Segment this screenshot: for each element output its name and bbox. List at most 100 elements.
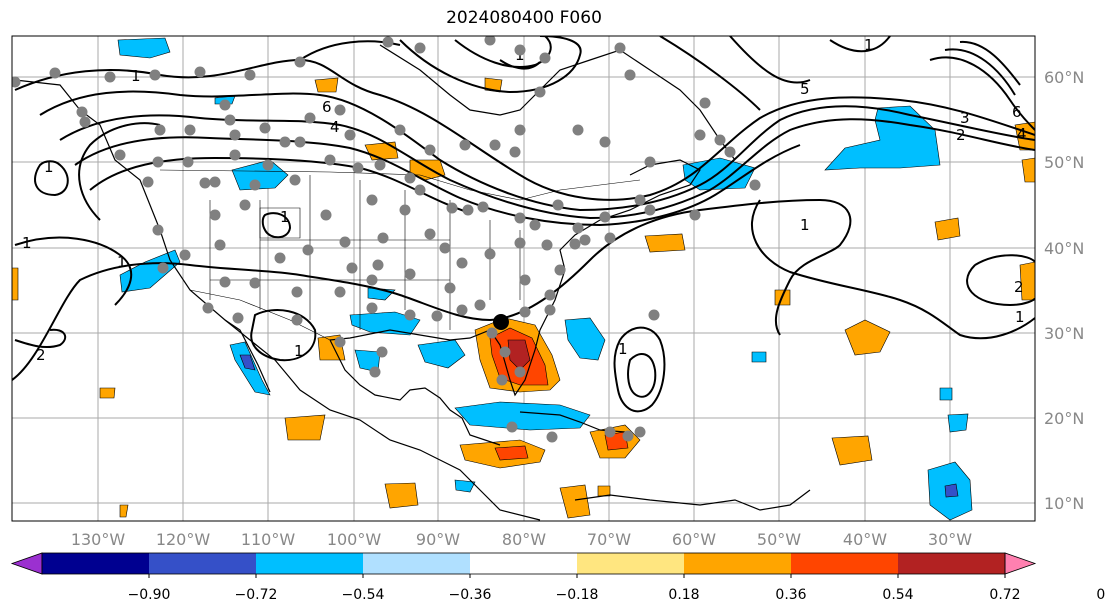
contour-label: 4 — [1017, 125, 1027, 143]
station-marker — [289, 174, 301, 186]
station-marker — [546, 431, 558, 443]
station-marker — [529, 219, 541, 231]
station-marker — [399, 204, 411, 216]
positive-area — [1021, 157, 1035, 183]
station-marker — [49, 67, 61, 79]
colorbar-tick-label: 0.36 — [775, 587, 806, 603]
contour-line — [499, 59, 541, 70]
station-marker — [279, 136, 291, 148]
station-marker — [496, 374, 508, 386]
station-marker — [404, 268, 416, 280]
coastlines — [14, 44, 811, 521]
colorbar-tick-label: 0.18 — [668, 587, 699, 603]
colorbar-tick-label: 0.54 — [882, 587, 913, 603]
station-marker — [459, 139, 471, 151]
station-marker — [439, 242, 451, 254]
station-marker — [579, 234, 591, 246]
station-marker — [372, 259, 384, 271]
station-marker — [249, 277, 261, 289]
positive-area — [119, 504, 129, 518]
negative-area — [564, 317, 606, 361]
station-marker — [634, 426, 646, 438]
station-marker — [604, 426, 616, 438]
latitude-label: 50°N — [1044, 153, 1084, 172]
longitude-label: 120°W — [156, 530, 211, 549]
positive-area — [384, 482, 419, 509]
station-marker — [152, 156, 164, 168]
station-marker — [244, 69, 256, 81]
contour-label: 4 — [330, 118, 340, 136]
negative-area — [944, 483, 959, 498]
station-marker — [514, 366, 526, 378]
station-marker — [366, 194, 378, 206]
station-marker — [477, 201, 489, 213]
station-marker — [149, 69, 161, 81]
positive-area — [12, 267, 19, 301]
contour-label: 1 — [864, 36, 874, 54]
contour-line — [750, 199, 1035, 340]
station-marker — [544, 304, 556, 316]
negative-area — [751, 351, 767, 363]
station-marker — [334, 286, 346, 298]
border — [189, 289, 331, 341]
negative-area — [239, 354, 256, 371]
colorbar-segment — [256, 553, 364, 574]
longitude-labels: 130°W 120°W 110°W 100°W 90°W 80°W 70°W 60°W 50°W… — [71, 530, 972, 549]
station-marker — [291, 286, 303, 298]
storm-center-marker — [493, 314, 509, 330]
station-marker — [572, 124, 584, 136]
station-marker — [456, 304, 468, 316]
station-marker — [382, 36, 394, 48]
station-marker — [219, 99, 231, 111]
longitude-label: 30°W — [928, 530, 972, 549]
contour-label: 1 — [800, 216, 810, 234]
contour-label: 6 — [322, 98, 332, 116]
station-marker — [104, 71, 116, 83]
longitude-label: 110°W — [241, 530, 296, 549]
longitude-label: 100°W — [327, 530, 382, 549]
station-marker — [634, 194, 646, 206]
station-marker — [424, 144, 436, 156]
positive-area — [494, 445, 529, 461]
station-marker — [604, 232, 616, 244]
latitude-label: 60°N — [1044, 68, 1084, 87]
station-marker — [554, 264, 566, 276]
longitude-label: 50°W — [757, 530, 801, 549]
positive-area — [644, 233, 686, 253]
positive-area — [99, 387, 116, 399]
station-marker — [339, 236, 351, 248]
station-marker — [294, 136, 306, 148]
station-marker — [232, 312, 244, 324]
station-marker — [544, 289, 556, 301]
station-marker — [182, 156, 194, 168]
station-marker — [394, 124, 406, 136]
station-marker — [302, 244, 314, 256]
coastline — [224, 319, 271, 393]
negative-area — [117, 37, 171, 59]
colorbar-labels: −0.90 −0.72 −0.54 −0.36 −0.18 0.18 0.36 0.54 0.7… — [128, 574, 1105, 603]
colorbar-tick-label: −0.72 — [235, 587, 278, 603]
station-marker — [294, 56, 306, 68]
station-marker — [366, 274, 378, 286]
contour-label: 5 — [800, 80, 810, 98]
longitude-label: 40°W — [843, 530, 887, 549]
station-marker — [152, 224, 164, 236]
contour-line — [627, 353, 657, 398]
border — [259, 207, 301, 239]
station-marker — [424, 228, 436, 240]
station-marker — [614, 42, 626, 54]
station-marker — [369, 366, 381, 378]
station-marker — [346, 262, 358, 274]
station-marker — [714, 134, 726, 146]
longitude-label: 80°W — [502, 530, 546, 549]
station-marker — [320, 209, 332, 221]
contour-line — [729, 36, 811, 84]
station-marker — [534, 86, 546, 98]
negative-area — [939, 387, 953, 401]
station-marker — [699, 97, 711, 109]
longitude-label: 90°W — [416, 530, 460, 549]
station-marker — [552, 199, 564, 211]
station-marker — [484, 248, 496, 260]
contour-label: 1 — [44, 158, 54, 176]
station-marker — [262, 159, 274, 171]
